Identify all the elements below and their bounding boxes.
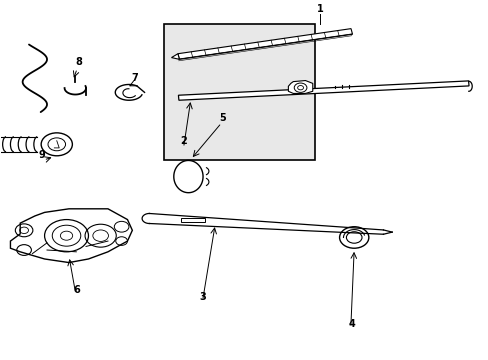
Polygon shape bbox=[178, 29, 352, 59]
Text: 4: 4 bbox=[347, 319, 354, 329]
Polygon shape bbox=[178, 81, 468, 100]
Text: 5: 5 bbox=[219, 113, 225, 123]
Text: 9: 9 bbox=[39, 150, 45, 161]
Polygon shape bbox=[181, 219, 205, 222]
Text: 1: 1 bbox=[316, 4, 323, 14]
Text: 7: 7 bbox=[131, 73, 138, 84]
Text: 3: 3 bbox=[199, 292, 206, 302]
Polygon shape bbox=[10, 209, 132, 262]
Text: 2: 2 bbox=[180, 136, 186, 146]
Text: 6: 6 bbox=[73, 285, 80, 295]
Polygon shape bbox=[173, 161, 203, 193]
Text: 8: 8 bbox=[75, 57, 82, 67]
Polygon shape bbox=[288, 81, 312, 94]
Polygon shape bbox=[171, 54, 179, 59]
FancyBboxPatch shape bbox=[163, 24, 315, 161]
